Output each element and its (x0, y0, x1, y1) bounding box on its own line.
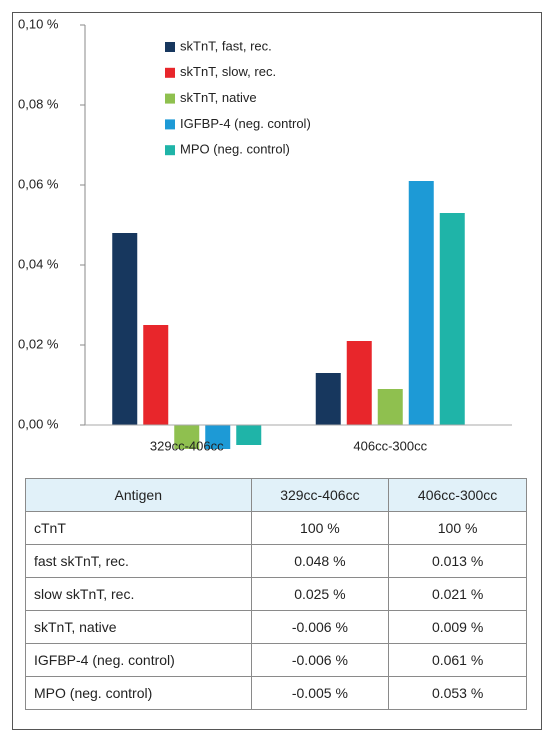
table-cell: Antigen (25, 478, 252, 512)
legend-swatch (165, 67, 175, 78)
legend-label: skTnT, native (180, 90, 257, 105)
bar (112, 233, 138, 425)
legend-swatch (165, 42, 175, 52)
table-row: IGFBP-4 (neg. control) -0.006 % 0.061 % (25, 643, 527, 677)
table-cell: slow skTnT, rec. (25, 577, 252, 611)
y-tick-label: 0,10 % (18, 16, 59, 31)
table-cell: -0.005 % (250, 676, 390, 710)
frame (12, 12, 542, 730)
legend-swatch (165, 145, 175, 156)
bar (236, 425, 262, 445)
y-tick-label: 0,00 % (18, 416, 59, 431)
table-cell: 329cc-406cc (250, 478, 390, 512)
table-cell: IGFBP-4 (neg. control) (25, 643, 252, 677)
bar (377, 389, 403, 425)
bar (315, 373, 341, 425)
table-cell: fast skTnT, rec. (25, 544, 252, 578)
bar (205, 425, 231, 449)
table-cell: cTnT (25, 511, 252, 545)
table-cell: 100 % (250, 511, 390, 545)
legend-label: MPO (neg. control) (180, 142, 290, 157)
y-tick-label: 0,02 % (18, 336, 59, 351)
bar (174, 425, 200, 449)
table-cell: 100 % (388, 511, 527, 545)
table-row: fast skTnT, rec. 0.048 % 0.013 % (25, 544, 527, 578)
bar (439, 213, 465, 425)
data-table: Antigen 329cc-406cc 406cc-300cc cTnT 100 % 10… (25, 478, 527, 710)
table-cell: 0.021 % (388, 577, 527, 611)
table-cell: 0.061 % (388, 643, 527, 677)
x-tick-label: 406cc-300cc (353, 438, 427, 453)
y-tick-label: 0,06 % (18, 176, 59, 191)
table-cell: 0.053 % (388, 676, 527, 710)
header-row: Antigen 329cc-406cc 406cc-300cc (25, 478, 527, 512)
bar (408, 181, 434, 425)
legend-label: skTnT, fast, rec. (180, 38, 272, 53)
table-cell: -0.006 % (250, 643, 390, 677)
table-cell: -0.006 % (250, 610, 390, 644)
table-cell: 0.013 % (388, 544, 527, 578)
x-tick-label: 329cc-406cc (150, 438, 224, 453)
legend-swatch (165, 119, 175, 130)
chart: 0,00 % 0,02 % 0,04 % 0,06 % 0,08 % 0,10 % 329c… (18, 16, 512, 453)
table-body: Antigen 329cc-406cc 406cc-300cc cTnT 100 % 10… (25, 478, 527, 710)
table-cell: skTnT, native (25, 610, 252, 644)
y-tick-label: 0,08 % (18, 96, 59, 111)
table-row: MPO (neg. control) -0.005 % 0.053 % (25, 676, 527, 710)
table-cell: 0.048 % (250, 544, 390, 578)
legend-label: IGFBP-4 (neg. control) (180, 116, 311, 131)
table-cell: 406cc-300cc (388, 478, 527, 512)
table-cell: 0.009 % (388, 610, 527, 644)
table-row: slow skTnT, rec. 0.025 % 0.021 % (25, 577, 527, 611)
table-row: cTnT 100 % 100 % (25, 511, 527, 545)
table-cell: MPO (neg. control) (25, 676, 252, 710)
legend-swatch (165, 93, 175, 104)
legend-label: skTnT, slow, rec. (180, 64, 276, 79)
table-row: skTnT, native -0.006 % 0.009 % (25, 610, 527, 644)
y-tick-label: 0,04 % (18, 256, 59, 271)
table-cell: 0.025 % (250, 577, 390, 611)
bar (143, 325, 169, 425)
bar (346, 341, 372, 425)
